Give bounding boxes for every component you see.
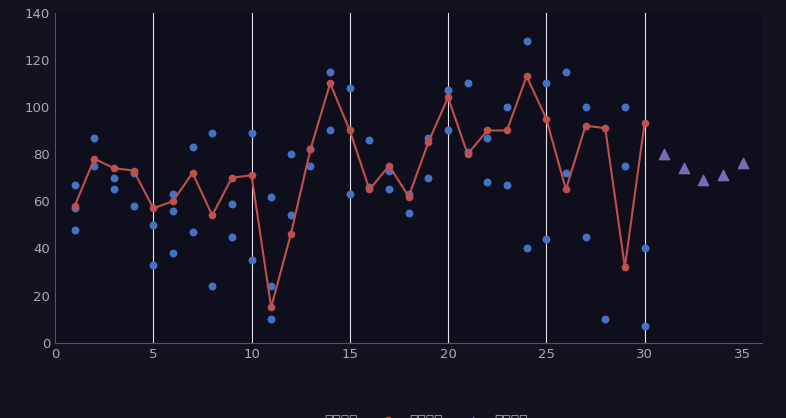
- 历史销量: [422, 174, 435, 181]
- 模型训练: [384, 163, 394, 168]
- 历史销量: [442, 127, 454, 134]
- 历史销量: [167, 207, 179, 214]
- 历史销量: [402, 210, 415, 217]
- 历史销量: [108, 174, 120, 181]
- 模型训练: [463, 152, 472, 157]
- 历史销量: [383, 167, 395, 174]
- 模型预测: [736, 160, 749, 167]
- 模型训练: [266, 305, 276, 310]
- 模型训练: [149, 206, 158, 211]
- 历史销量: [226, 200, 238, 207]
- 历史销量: [265, 193, 277, 200]
- 历史销量: [343, 85, 356, 92]
- 历史销量: [285, 212, 297, 219]
- 历史销量: [520, 38, 533, 44]
- 历史销量: [127, 203, 140, 209]
- 历史销量: [147, 262, 160, 268]
- 模型训练: [345, 128, 354, 133]
- 历史销量: [186, 144, 199, 150]
- 历史销量: [560, 170, 572, 176]
- 历史销量: [68, 181, 81, 188]
- 历史销量: [88, 163, 101, 169]
- 历史销量: [343, 191, 356, 198]
- 历史销量: [619, 104, 631, 110]
- 模型训练: [129, 168, 138, 173]
- 历史销量: [540, 80, 553, 87]
- 模型预测: [678, 165, 690, 171]
- 历史销量: [540, 236, 553, 242]
- 历史销量: [402, 191, 415, 198]
- 历史销量: [579, 104, 592, 110]
- 历史销量: [304, 163, 317, 169]
- 模型训练: [70, 204, 79, 209]
- 模型训练: [306, 147, 315, 152]
- Line: 模型训练: 模型训练: [72, 73, 648, 311]
- 历史销量: [68, 226, 81, 233]
- 模型训练: [443, 95, 453, 100]
- 模型训练: [640, 121, 649, 126]
- 历史销量: [383, 186, 395, 193]
- 历史销量: [265, 316, 277, 323]
- 模型训练: [188, 171, 197, 176]
- 模型预测: [658, 151, 670, 158]
- 模型训练: [286, 232, 296, 237]
- 模型训练: [247, 173, 256, 178]
- 历史销量: [108, 186, 120, 193]
- 模型训练: [620, 265, 630, 270]
- 历史销量: [560, 68, 572, 75]
- 历史销量: [422, 134, 435, 141]
- 历史销量: [638, 245, 651, 252]
- 历史销量: [363, 137, 376, 143]
- 模型训练: [522, 74, 531, 79]
- Legend: 历史销量, 模型训练, 模型预测: 历史销量, 模型训练, 模型预测: [290, 414, 527, 418]
- 历史销量: [186, 229, 199, 235]
- 模型训练: [168, 199, 178, 204]
- 模型训练: [483, 128, 492, 133]
- 历史销量: [579, 233, 592, 240]
- 历史销量: [481, 134, 494, 141]
- 模型训练: [424, 140, 433, 145]
- 历史销量: [206, 130, 219, 136]
- 历史销量: [127, 170, 140, 176]
- 模型训练: [404, 194, 413, 199]
- 历史销量: [461, 80, 474, 87]
- 模型训练: [109, 166, 119, 171]
- 历史销量: [265, 283, 277, 290]
- 历史销量: [324, 68, 336, 75]
- 历史销量: [245, 130, 258, 136]
- 历史销量: [481, 179, 494, 186]
- 模型训练: [542, 116, 551, 121]
- 模型训练: [208, 213, 217, 218]
- 历史销量: [167, 191, 179, 198]
- 模型训练: [90, 156, 99, 161]
- 历史销量: [442, 87, 454, 94]
- 模型训练: [502, 128, 512, 133]
- 模型训练: [561, 187, 571, 192]
- 模型预测: [697, 177, 710, 184]
- 历史销量: [226, 233, 238, 240]
- 历史销量: [520, 245, 533, 252]
- 历史销量: [619, 163, 631, 169]
- 历史销量: [304, 146, 317, 153]
- 模型训练: [227, 175, 237, 180]
- 历史销量: [206, 283, 219, 290]
- 模型训练: [325, 81, 335, 86]
- 模型预测: [717, 172, 729, 178]
- 历史销量: [324, 127, 336, 134]
- 模型训练: [581, 123, 590, 128]
- 历史销量: [599, 316, 612, 323]
- 历史销量: [363, 184, 376, 191]
- 历史销量: [245, 257, 258, 264]
- 历史销量: [68, 205, 81, 212]
- 模型训练: [365, 187, 374, 192]
- 历史销量: [167, 250, 179, 257]
- 历史销量: [285, 151, 297, 158]
- 模型训练: [601, 125, 610, 130]
- 历史销量: [461, 148, 474, 155]
- 历史销量: [501, 104, 513, 110]
- 历史销量: [88, 134, 101, 141]
- 历史销量: [501, 181, 513, 188]
- 历史销量: [638, 323, 651, 330]
- 历史销量: [147, 222, 160, 228]
